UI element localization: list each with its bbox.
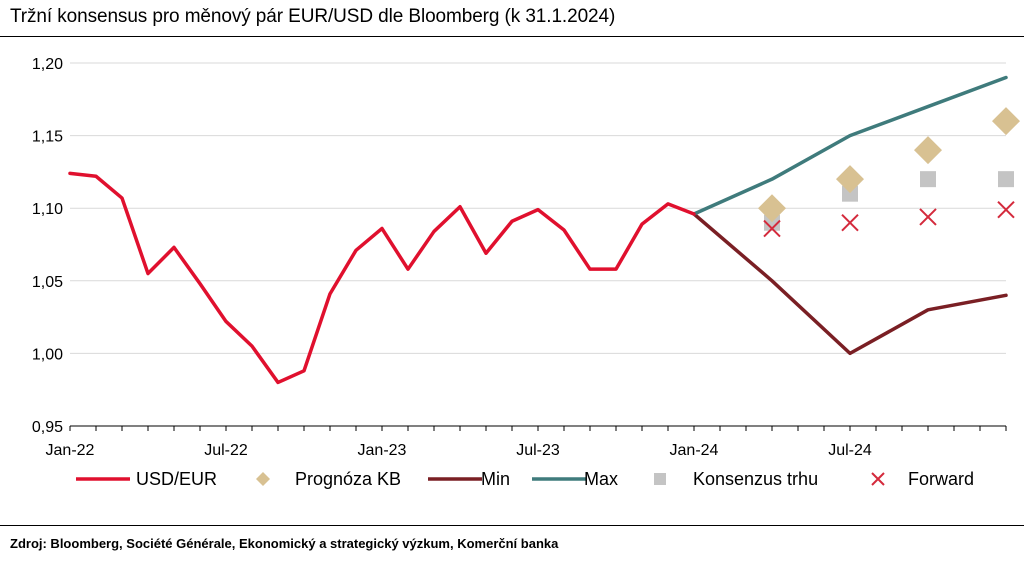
series-line-usd_eur (68, 171, 696, 385)
legend-label-max: Max (584, 469, 618, 489)
legend-label-min: Min (481, 469, 510, 489)
x-tick-label: Jan-23 (358, 442, 407, 459)
marker-konsenzus (998, 171, 1014, 188)
x-tick-label: Jul-23 (516, 442, 560, 459)
x-tick-label: Jan-22 (46, 442, 95, 459)
legend-swatch-konsenzus (654, 473, 666, 485)
legend-swatch-forward (871, 472, 885, 486)
x-tick-label: Jan-24 (670, 442, 719, 459)
marker-forward (919, 208, 937, 226)
source-divider (0, 525, 1024, 526)
legend-label-forward: Forward (908, 469, 974, 489)
marker-prognoza (758, 194, 786, 223)
marker-prognoza (914, 136, 942, 165)
marker-prognoza (836, 165, 864, 194)
x-tick-label: Jul-24 (828, 442, 872, 459)
y-tick-label: 1,00 (32, 346, 63, 363)
y-tick-label: 1,15 (32, 129, 63, 146)
legend-label-prognoza: Prognóza KB (295, 469, 401, 489)
marker-konsenzus (842, 185, 858, 202)
y-tick-label: 1,05 (32, 274, 63, 291)
marker-prognoza (992, 107, 1020, 136)
chart-title: Tržní konsensus pro měnový pár EUR/USD d… (10, 6, 616, 27)
marker-forward (841, 214, 859, 232)
legend-label-konsenzus: Konsenzus trhu (693, 469, 818, 489)
source-note: Zdroj: Bloomberg, Société Générale, Ekon… (10, 536, 559, 551)
marker-forward (997, 200, 1015, 219)
marker-konsenzus (920, 171, 936, 188)
series-line-min (692, 212, 1008, 356)
y-tick-label: 1,10 (32, 201, 63, 218)
title-divider (0, 36, 1024, 37)
series-line-max (692, 75, 1008, 216)
legend-swatch-prognoza (256, 472, 270, 486)
chart-canvas: 0,95 1,00 1,05 1,10 1,15 1,20 Jan-22 Jul-22 Jan-… (32, 56, 1020, 489)
legend-label-usd_eur: USD/EUR (136, 469, 217, 489)
y-tick-label: 1,20 (32, 56, 63, 73)
x-tick-label: Jul-22 (204, 442, 248, 459)
marker-forward (763, 219, 781, 238)
y-tick-label: 0,95 (32, 419, 63, 436)
marker-konsenzus (764, 214, 780, 231)
